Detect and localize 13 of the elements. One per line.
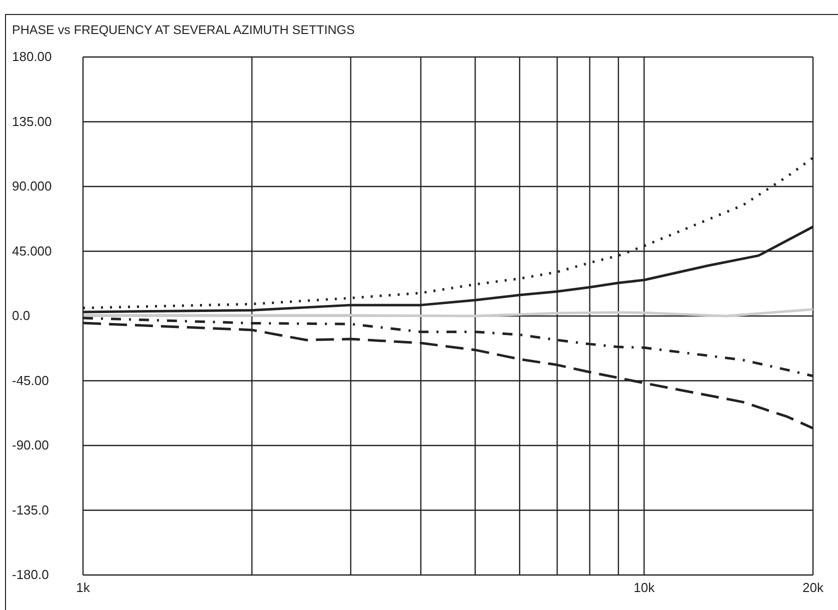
y-tick-label: -90.00 — [12, 438, 49, 452]
x-tick-label: 20k — [802, 580, 824, 596]
y-tick-label: -180.0 — [12, 567, 49, 582]
x-tick-label: 10k — [634, 580, 656, 596]
y-tick-label: 180.00 — [12, 49, 52, 64]
y-tick-label: -45.00 — [12, 372, 49, 388]
y-tick-label: 135.00 — [12, 114, 52, 129]
y-tick-label: 0.0 — [12, 308, 30, 323]
y-tick-label: 45.000 — [12, 243, 52, 258]
y-tick-label: 90.000 — [12, 178, 52, 194]
y-tick-label: -135.0 — [12, 502, 49, 518]
x-tick-label: 1k — [76, 580, 90, 596]
chart-title: PHASE vs FREQUENCY AT SEVERAL AZIMUTH SETTINGS — [12, 23, 355, 37]
